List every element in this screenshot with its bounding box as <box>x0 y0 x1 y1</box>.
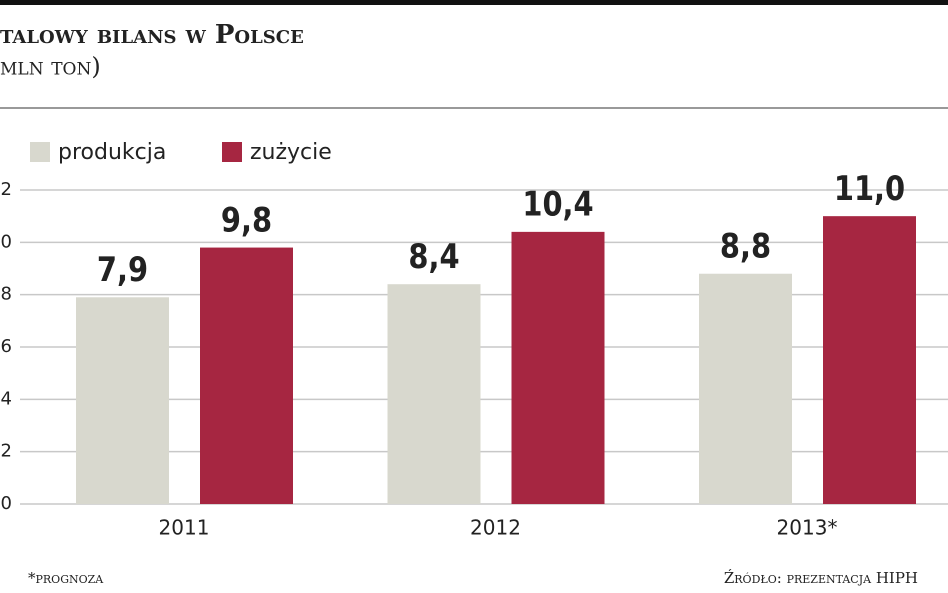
chart-title: talowy bilans w Polsce <box>0 20 304 50</box>
y-tick-label: 4 <box>1 388 12 409</box>
bar <box>511 231 605 504</box>
bar <box>387 284 481 504</box>
legend-swatch <box>30 142 50 162</box>
y-tick-label: 8 <box>1 284 12 305</box>
y-tick-label: 0 <box>1 231 12 252</box>
y-tick-label: 2 <box>1 179 12 200</box>
y-tick-label: 2 <box>1 441 12 462</box>
x-tick-label: 2012 <box>470 516 521 540</box>
top-bar <box>0 0 948 5</box>
legend-swatch <box>222 142 242 162</box>
bar <box>200 247 293 505</box>
bar <box>823 216 916 504</box>
footnote: *prognoza <box>28 569 104 587</box>
y-tick-label: 0 <box>1 493 12 514</box>
bar <box>699 273 792 504</box>
y-tick-label: 6 <box>1 336 12 357</box>
value-label: 8,8 <box>720 227 771 266</box>
value-label: 10,4 <box>522 185 593 224</box>
value-label: 9,8 <box>221 201 272 240</box>
x-tick-label: 2013* <box>777 516 838 540</box>
value-label: 11,0 <box>834 170 905 209</box>
value-label: 8,4 <box>408 238 459 277</box>
source: Źródło: prezentacja HIPH <box>724 569 918 587</box>
legend-label: zużycie <box>250 140 332 165</box>
bar <box>76 297 169 504</box>
chart-subtitle: mln ton) <box>0 53 101 81</box>
x-tick-label: 2011 <box>159 516 210 540</box>
legend-label: produkcja <box>58 140 166 165</box>
value-label: 7,9 <box>97 251 148 290</box>
